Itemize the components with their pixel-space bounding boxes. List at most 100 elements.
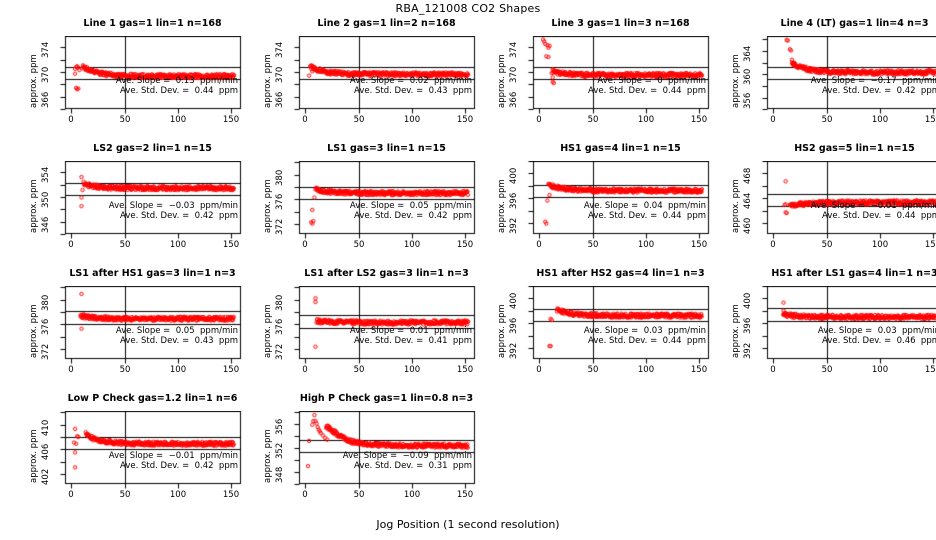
stddev-label-line-3: Ave. Std. Dev. = 0.44 ppm: [588, 86, 706, 96]
x-tick-hs2-2: 100: [871, 240, 889, 250]
y-tick-ls1-after-ls2-1: 376: [275, 319, 285, 336]
x-tick-hs1-0: 0: [536, 240, 542, 250]
y-tick-hs1-after-ls1-0: 392: [743, 342, 753, 360]
x-tick-hs1-2: 100: [637, 240, 655, 250]
y-axis-label-line-3: approx. ppm: [497, 54, 507, 108]
x-tick-hs2-1: 50: [821, 240, 833, 250]
slope-label-line-3: Ave. Slope = 0 ppm/min: [597, 76, 706, 86]
plot-panel-line-3: Line 3 gas=1 lin=3 n=168 approx. ppm 366 37…: [495, 18, 716, 143]
panel-title-line-4-lt: Line 4 (LT) gas=1 lin=4 n=3: [780, 18, 929, 29]
y-tick-line-4-lt-0: 356: [743, 92, 753, 109]
panel-title-ls2: LS2 gas=2 lin=1 n=15: [93, 143, 212, 154]
y-axis-label-hs1-after-hs2: approx. ppm: [497, 304, 507, 358]
plot-panel-line-2: Line 2 gas=1 lin=2 n=168 approx. ppm 366 37…: [261, 18, 482, 143]
y-tick-hs2-2: 468: [743, 168, 753, 185]
x-tick-line-2-0: 0: [302, 115, 308, 125]
y-axis-label-line-2: approx. ppm: [263, 54, 273, 108]
x-tick-hs2-0: 0: [770, 240, 776, 250]
y-tick-ls1-1: 376: [275, 194, 285, 211]
stddev-label-high-p-check: Ave. Std. Dev. = 0.31 ppm: [354, 461, 472, 471]
panel-title-low-p-check: Low P Check gas=1.2 lin=1 n=6: [67, 393, 238, 404]
y-axis-label-ls2: approx. ppm: [29, 179, 39, 233]
x-tick-ls1-after-hs1-1: 50: [119, 365, 131, 375]
y-tick-line-1-2: 374: [41, 41, 51, 59]
y-tick-hs2-0: 460: [743, 217, 753, 235]
slope-label-line-1: Ave. Slope = 0.13 ppm/min: [115, 76, 238, 86]
stats-annotation-line-3: Ave. Slope = 0 ppm/min Ave. Std. Dev. = 0…: [553, 76, 706, 96]
plot-area-ls1: [292, 161, 481, 249]
stddev-label-low-p-check: Ave. Std. Dev. = 0.42 ppm: [120, 461, 238, 471]
y-tick-hs2-1: 464: [743, 193, 753, 210]
x-tick-line-3-2: 100: [637, 115, 655, 125]
x-tick-line-2-3: 150: [456, 115, 474, 125]
plot-panel-hs1-after-hs2: HS1 after HS2 gas=4 lin=1 n=3 approx. ppm…: [495, 268, 716, 393]
stats-annotation-hs2: Ave. Slope = −0.01 ppm/min Ave. Std. Dev.…: [787, 201, 936, 221]
x-tick-ls1-after-ls2-3: 150: [456, 365, 474, 375]
panel-title-high-p-check: High P Check gas=1 lin=0.8 n=3: [299, 393, 474, 404]
stats-annotation-hs1-after-hs2: Ave. Slope = 0.03 ppm/min Ave. Std. Dev. …: [553, 326, 706, 346]
slope-label-ls1-after-hs1: Ave. Slope = 0.05 ppm/min: [115, 326, 238, 336]
x-tick-high-p-check-2: 100: [403, 490, 421, 500]
plot-area-ls1-after-hs1: [58, 286, 247, 374]
plot-panel-ls2: LS2 gas=2 lin=1 n=15 approx. ppm 346 350 354…: [27, 143, 248, 268]
x-tick-hs1-after-ls1-0: 0: [770, 365, 776, 375]
x-tick-ls2-0: 0: [68, 240, 74, 250]
y-tick-line-3-2: 374: [509, 41, 519, 59]
y-tick-hs1-1: 396: [509, 193, 519, 210]
x-tick-line-2-2: 100: [403, 115, 421, 125]
panel-title-line-1: Line 1 gas=1 lin=1 n=168: [83, 18, 222, 29]
panel-title-ls1-after-ls2: LS1 after LS2 gas=3 lin=1 n=3: [304, 268, 469, 279]
x-tick-ls1-2: 100: [403, 240, 421, 250]
stats-annotation-hs1: Ave. Slope = 0.04 ppm/min Ave. Std. Dev. …: [553, 201, 706, 221]
y-tick-hs1-after-ls1-1: 396: [743, 318, 753, 335]
x-tick-ls1-after-ls2-2: 100: [403, 365, 421, 375]
x-tick-hs1-after-ls1-1: 50: [821, 365, 833, 375]
slope-label-line-2: Ave. Slope = 0.02 ppm/min: [349, 76, 472, 86]
slope-label-ls1: Ave. Slope = 0.05 ppm/min: [349, 201, 472, 211]
panel-title-hs2: HS2 gas=5 lin=1 n=15: [794, 143, 915, 154]
y-axis-label-line-4-lt: approx. ppm: [731, 54, 741, 108]
y-tick-ls2-0: 346: [41, 216, 51, 233]
y-tick-line-1-1: 370: [41, 66, 51, 83]
x-tick-ls1-1: 50: [353, 240, 365, 250]
y-tick-high-p-check-0: 348: [275, 466, 285, 484]
stats-annotation-line-1: Ave. Slope = 0.13 ppm/min Ave. Std. Dev. …: [85, 76, 238, 96]
y-tick-ls1-after-hs1-0: 372: [41, 344, 51, 361]
plot-area-line-2: [292, 36, 481, 124]
slope-label-high-p-check: Ave. Slope = −0.09 ppm/min: [342, 451, 472, 461]
x-tick-hs1-after-hs2-3: 150: [690, 365, 708, 375]
x-tick-line-4-lt-1: 50: [821, 115, 833, 125]
y-tick-ls1-after-hs1-1: 376: [41, 319, 51, 336]
plot-panel-ls1: LS1 gas=3 lin=1 n=15 approx. ppm 372 376 380…: [261, 143, 482, 268]
x-tick-hs1-after-hs2-2: 100: [637, 365, 655, 375]
plot-area-ls2: [58, 161, 247, 249]
plot-area-line-3: [526, 36, 715, 124]
panel-title-hs1: HS1 gas=4 lin=1 n=15: [560, 143, 681, 154]
plot-panel-low-p-check: Low P Check gas=1.2 lin=1 n=6 approx. ppm…: [27, 393, 248, 518]
slope-label-hs2: Ave. Slope = −0.01 ppm/min: [810, 201, 936, 211]
y-tick-line-3-0: 366: [509, 91, 519, 108]
y-axis-label-high-p-check: approx. ppm: [263, 429, 273, 483]
stddev-label-hs1-after-ls1: Ave. Std. Dev. = 0.46 ppm: [822, 336, 936, 346]
plot-area-high-p-check: [292, 411, 481, 499]
x-tick-hs1-after-hs2-1: 50: [587, 365, 599, 375]
x-tick-line-3-0: 0: [536, 115, 542, 125]
x-tick-line-1-2: 100: [169, 115, 187, 125]
plot-panel-line-4-lt: Line 4 (LT) gas=1 lin=4 n=3 approx. ppm 35…: [729, 18, 936, 143]
slope-label-low-p-check: Ave. Slope = −0.01 ppm/min: [108, 451, 238, 461]
plot-panel-hs2: HS2 gas=5 lin=1 n=15 approx. ppm 460 464 468…: [729, 143, 936, 268]
stddev-label-ls1-after-hs1: Ave. Std. Dev. = 0.43 ppm: [120, 336, 238, 346]
slope-label-line-4-lt: Ave. Slope = −0.17 ppm/min: [810, 76, 936, 86]
slope-label-ls2: Ave. Slope = −0.03 ppm/min: [108, 201, 238, 211]
x-tick-ls1-after-hs1-0: 0: [68, 365, 74, 375]
x-tick-line-3-1: 50: [587, 115, 599, 125]
plot-area-line-4-lt: [760, 36, 936, 124]
y-tick-high-p-check-1: 352: [275, 442, 285, 460]
y-tick-hs1-after-hs2-1: 396: [509, 318, 519, 335]
y-tick-line-2-0: 366: [275, 91, 285, 108]
stddev-label-ls1: Ave. Std. Dev. = 0.42 ppm: [354, 211, 472, 221]
x-tick-line-4-lt-3: 150: [924, 115, 936, 125]
y-tick-low-p-check-2: 410: [41, 419, 51, 436]
x-tick-line-1-0: 0: [68, 115, 74, 125]
